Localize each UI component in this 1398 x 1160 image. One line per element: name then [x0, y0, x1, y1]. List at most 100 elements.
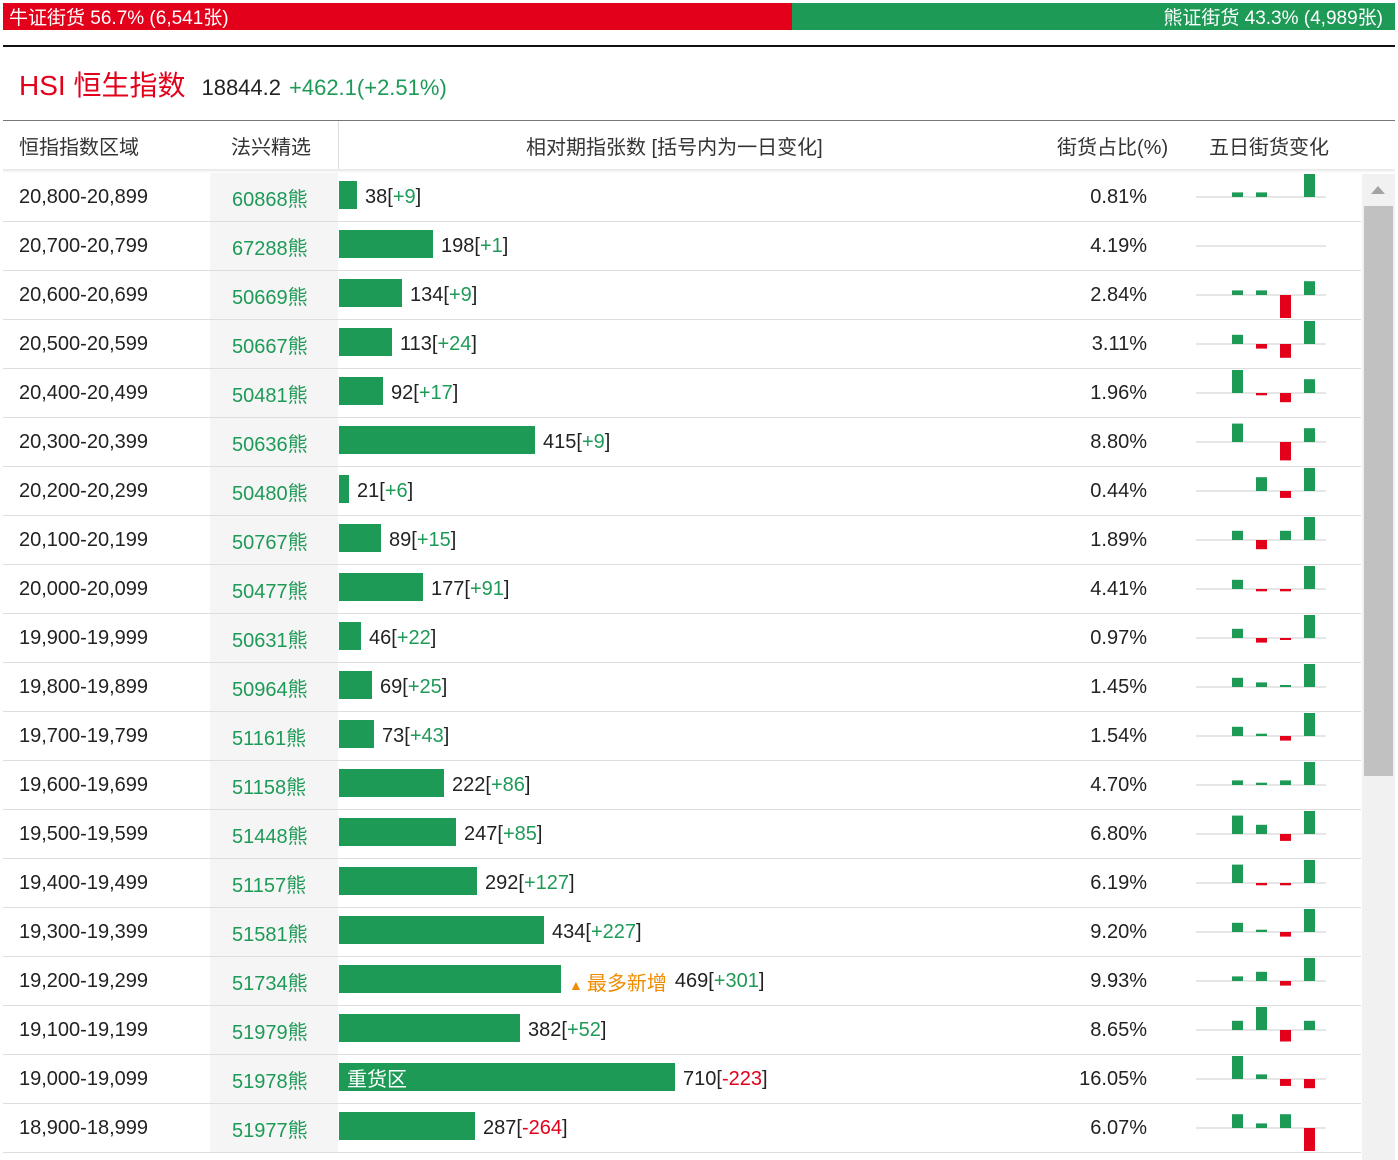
range-cell: 18,900-18,999	[19, 1116, 149, 1139]
table-row[interactable]: 19,300-19,399 51581熊 434 [+227] 9.20%	[3, 908, 1361, 957]
code-cell-background	[210, 663, 338, 711]
range-cell: 19,400-19,499	[19, 871, 149, 894]
sparkline-bar	[1280, 981, 1291, 986]
table-row[interactable]: 19,800-19,899 50964熊 69 [+25] 1.45%	[3, 663, 1361, 712]
daily-change: +127	[523, 871, 569, 894]
table-scrollbar[interactable]	[1362, 174, 1395, 1160]
five-day-sparkline	[1196, 958, 1326, 986]
warrant-code-link[interactable]: 51581熊	[232, 923, 308, 946]
warrant-code-link[interactable]: 50636熊	[232, 433, 308, 456]
warrant-code-link[interactable]: 60868熊	[232, 188, 308, 211]
daily-change: +91	[469, 577, 504, 600]
share-cell: 9.20%	[1090, 920, 1147, 943]
contracts-bar	[339, 769, 444, 797]
warrant-code-link[interactable]: 50964熊	[232, 678, 308, 701]
heavy-zone-label: 重货区	[347, 1068, 407, 1091]
sparkline-bar	[1256, 192, 1267, 197]
header-pick: 法兴精选	[231, 136, 311, 159]
code-cell-background	[210, 1104, 338, 1152]
sparkline-bar	[1232, 922, 1243, 932]
index-change: +462.1(+2.51%)	[289, 75, 447, 100]
sparkline-bar	[1280, 1079, 1291, 1086]
scroll-up-arrow-icon[interactable]	[1371, 186, 1385, 194]
five-day-sparkline	[1196, 566, 1326, 592]
warrant-code-link[interactable]: 50631熊	[232, 629, 308, 652]
code-cell-background	[210, 1006, 338, 1054]
five-day-sparkline	[1196, 370, 1326, 403]
contracts-number: 415	[543, 430, 577, 453]
warrant-code-link[interactable]: 50667熊	[232, 335, 308, 358]
sparkline-bar	[1280, 736, 1291, 741]
warrant-code-link[interactable]: 51161熊	[232, 727, 307, 750]
table-row[interactable]: 19,100-19,199 51979熊 382 [+52] 8.65%	[3, 1006, 1361, 1055]
contracts-number: 89	[389, 528, 412, 551]
warrant-code-link[interactable]: 51448熊	[232, 825, 308, 848]
sparkline-bar	[1256, 540, 1267, 550]
scroll-thumb[interactable]	[1364, 206, 1393, 776]
code-cell-background	[210, 761, 338, 809]
contracts-value: 287 [-264]	[483, 1116, 568, 1139]
contracts-bar	[339, 1014, 520, 1042]
warrant-code-link[interactable]: 51977熊	[232, 1119, 308, 1142]
bear-ratio-segment: 熊证街货 43.3% (4,989张)	[792, 3, 1395, 30]
header-share: 街货占比(%)	[1057, 136, 1169, 159]
warrant-code-link[interactable]: 67288熊	[232, 237, 308, 260]
contracts-bar	[339, 1112, 475, 1140]
warrant-code-link[interactable]: 50669熊	[232, 286, 308, 309]
sparkline-bar	[1232, 530, 1243, 540]
contracts-number: 177	[431, 577, 465, 600]
table-row[interactable]: 19,900-19,999 50631熊 46 [+22] 0.97%	[3, 614, 1361, 663]
table-row[interactable]: 20,500-20,599 50667熊 113 [+24] 3.11%	[3, 320, 1361, 369]
sparkline-bar	[1304, 281, 1315, 295]
daily-change: +9	[581, 430, 605, 453]
sparkline-bar	[1232, 628, 1243, 638]
table-row[interactable]: 19,500-19,599 51448熊 247 [+85] 6.80%	[3, 810, 1361, 859]
sparkline-bar	[1256, 1074, 1267, 1079]
contracts-number: 434	[552, 920, 586, 943]
table-row[interactable]: 20,600-20,699 50669熊 134 [+9] 2.84%	[3, 271, 1361, 320]
table-row[interactable]: 20,800-20,899 60868熊 38 [+9] 0.81%	[3, 173, 1361, 222]
table-body: 20,800-20,899 60868熊 38 [+9] 0.81% 20,700-20…	[3, 173, 1361, 1153]
warrant-code-link[interactable]: 51158熊	[232, 776, 307, 799]
warrant-code-link[interactable]: 51734熊	[232, 972, 308, 995]
contracts-number: 198	[441, 234, 475, 257]
sparkline-bar	[1280, 589, 1291, 592]
warrant-code-link[interactable]: 51979熊	[232, 1021, 308, 1044]
table-row[interactable]: 19,400-19,499 51157熊 292 [+127] 6.19%	[3, 859, 1361, 908]
contracts-number: 469	[674, 969, 709, 992]
warrant-code-link[interactable]: 50481熊	[232, 384, 308, 407]
contracts-number: 382	[528, 1018, 562, 1041]
five-day-sparkline	[1196, 174, 1326, 198]
contracts-value: 113 [+24]	[400, 332, 477, 355]
table-row[interactable]: 20,200-20,299 50480熊 21 [+6] 0.44%	[3, 467, 1361, 516]
contracts-value: 710 [-223]	[683, 1067, 768, 1090]
table-row[interactable]: 18,900-18,999 51977熊 287 [-264] 6.07%	[3, 1104, 1361, 1153]
warrant-code-link[interactable]: 50477熊	[232, 580, 308, 603]
warrant-code-link[interactable]: 50480熊	[232, 482, 308, 505]
table-row[interactable]: 19,200-19,299 51734熊 ▲ 最多新增 469 [+301] 9.93%	[3, 957, 1361, 1006]
table-row[interactable]: 19,000-19,099 51978熊 重货区 710 [-223] 16.05%	[3, 1055, 1361, 1104]
sparkline-bar	[1232, 677, 1243, 687]
table-row[interactable]: 20,700-20,799 67288熊 198 [+1] 4.19%	[3, 222, 1361, 271]
table-row[interactable]: 19,700-19,799 51161熊 73 [+43] 1.54%	[3, 712, 1361, 761]
table-row[interactable]: 20,100-20,199 50767熊 89 [+15] 1.89%	[3, 516, 1361, 565]
sparkline-bar	[1232, 864, 1243, 883]
table-row[interactable]: 20,400-20,499 50481熊 92 [+17] 1.96%	[3, 369, 1361, 418]
sparkline-bar	[1256, 782, 1267, 785]
table-row[interactable]: 19,600-19,699 51158熊 222 [+86] 4.70%	[3, 761, 1361, 810]
warrant-code-link[interactable]: 50767熊	[232, 531, 308, 554]
sparkline-bar	[1304, 811, 1315, 834]
daily-change: +25	[407, 675, 442, 698]
daily-change: +24	[437, 332, 472, 355]
daily-change: +22	[396, 626, 431, 649]
table-row[interactable]: 20,300-20,399 50636熊 415 [+9] 8.80%	[3, 418, 1361, 467]
range-cell: 20,200-20,299	[19, 479, 149, 502]
index-price: 18844.2	[201, 75, 281, 100]
range-cell: 20,600-20,699	[19, 283, 149, 306]
sparkline-bar	[1304, 517, 1315, 540]
table-row[interactable]: 20,000-20,099 50477熊 177 [+91] 4.41%	[3, 565, 1361, 614]
range-cell: 19,900-19,999	[19, 626, 149, 649]
warrant-code-link[interactable]: 51157熊	[232, 874, 307, 897]
range-cell: 20,300-20,399	[19, 430, 149, 453]
warrant-code-link[interactable]: 51978熊	[232, 1070, 308, 1093]
